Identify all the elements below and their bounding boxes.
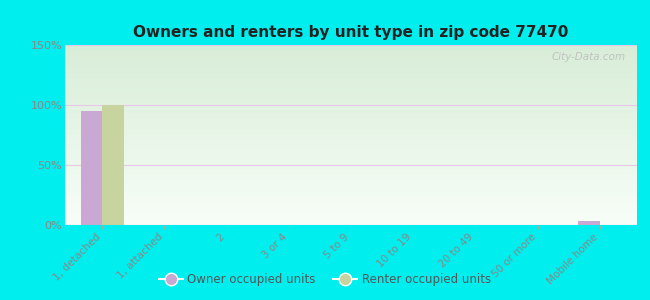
Bar: [578, 221, 600, 225]
Text: City-Data.com: City-Data.com: [551, 52, 625, 62]
Title: Owners and renters by unit type in zip code 77470: Owners and renters by unit type in zip c…: [133, 25, 569, 40]
Bar: [102, 105, 124, 225]
Legend: Owner occupied units, Renter occupied units: Owner occupied units, Renter occupied un…: [154, 269, 496, 291]
Bar: [81, 111, 102, 225]
